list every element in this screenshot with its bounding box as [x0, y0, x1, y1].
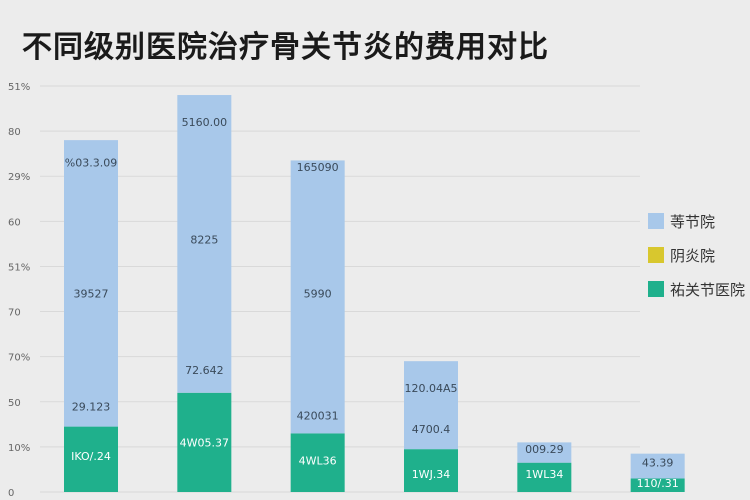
y-axis: 0 10% 50 70% 70 51% 60 29% 80 51% [8, 82, 30, 499]
bars [64, 95, 685, 492]
y-tick-label: 50 [8, 398, 21, 409]
data-label: 5160.00 [182, 116, 228, 129]
data-label: 420031 [297, 409, 339, 422]
data-label: 29.123 [72, 400, 111, 413]
y-tick-label: 51% [8, 82, 30, 93]
legend-swatch [648, 247, 664, 263]
chart-title: 不同级别医院治疗骨关节炎的费用对比 [22, 30, 549, 65]
y-tick-label: 60 [8, 217, 21, 228]
y-tick-label: 80 [8, 127, 21, 138]
bar-segment-lower [404, 449, 458, 492]
data-label: 72.642 [185, 364, 224, 377]
data-label: 8225 [190, 233, 218, 246]
data-label: 39527 [74, 288, 109, 301]
data-label: 5990 [304, 288, 332, 301]
data-label: 4WL36 [299, 454, 337, 467]
y-tick-label: 70% [8, 353, 30, 364]
bar-segment-upper [290, 160, 345, 434]
bar-segment-upper [64, 140, 118, 427]
legend-swatch [648, 213, 664, 229]
data-label: 009.29 [525, 443, 564, 456]
bar-segment-upper [630, 453, 685, 479]
legend-item: 祐关节医院 [648, 272, 745, 306]
data-label: 4700.4 [412, 423, 451, 436]
y-tick-label: 0 [8, 488, 14, 499]
data-label: 165090 [297, 161, 339, 174]
bar-segment-lower [64, 426, 118, 492]
data-label: 1WL34 [525, 468, 563, 481]
bar-segment-lower [630, 478, 685, 492]
data-label: 110/.31 [637, 477, 679, 490]
y-tick-label: 29% [8, 172, 30, 183]
bar-segment-upper [517, 442, 572, 463]
data-label: IKO/.24 [71, 450, 111, 463]
y-tick-label: 70 [8, 308, 21, 319]
data-labels: %03.3.09 39527 29.123 IKO/.24 5160.00 8225 72.… [65, 116, 679, 490]
bar-segment-lower [177, 392, 232, 492]
data-label: 120.04A5 [404, 382, 457, 395]
bar-segment-upper [404, 361, 458, 450]
data-label: 1WJ.34 [412, 468, 451, 481]
bar-segment-upper [177, 95, 232, 393]
legend-item: 阴炎院 [648, 238, 745, 272]
legend-label: 祐关节医院 [670, 280, 746, 299]
legend: 䓁节院阴炎院祐关节医院 [648, 204, 745, 306]
data-label: 4W05.37 [180, 436, 229, 449]
legend-label: 阴炎院 [670, 246, 716, 265]
legend-label: 䓁节院 [670, 212, 716, 231]
bar-segment-lower [517, 462, 572, 492]
bar-segment-lower [290, 433, 345, 492]
data-label: 43.39 [642, 457, 674, 470]
legend-item: 䓁节院 [648, 204, 745, 238]
data-label: %03.3.09 [65, 157, 117, 170]
legend-swatch [648, 281, 664, 297]
y-tick-label: 51% [8, 262, 30, 273]
y-tick-label: 10% [8, 443, 30, 454]
